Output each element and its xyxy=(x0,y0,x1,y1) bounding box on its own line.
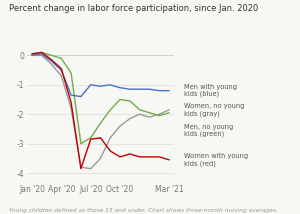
Text: Men, no young
kids (green): Men, no young kids (green) xyxy=(184,124,233,137)
Text: Men with young
kids (blue): Men with young kids (blue) xyxy=(184,84,237,97)
Text: Percent change in labor force participation, since Jan. 2020: Percent change in labor force participat… xyxy=(9,4,258,13)
Text: Young children defined as those 13 and under. Chart shows three-month moving ave: Young children defined as those 13 and u… xyxy=(9,208,278,213)
Text: Women, no young
kids (gray): Women, no young kids (gray) xyxy=(184,103,244,117)
Text: Women with young
kids (red): Women with young kids (red) xyxy=(184,153,248,166)
